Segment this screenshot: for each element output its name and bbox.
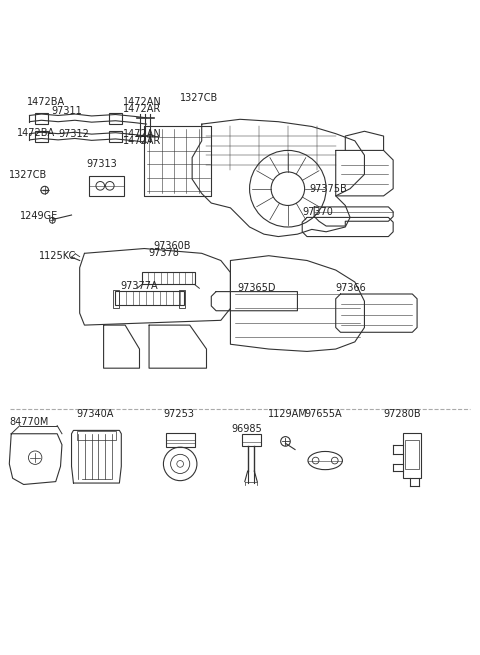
Text: 1327CB: 1327CB (180, 92, 218, 103)
Text: 97360B: 97360B (154, 241, 192, 251)
Bar (89, 176, 124, 196)
Text: 84770M: 84770M (9, 417, 48, 427)
Bar (403, 433, 421, 478)
Text: 97366: 97366 (336, 283, 366, 293)
Text: 1129AM: 1129AM (268, 409, 308, 419)
Text: 1472AR: 1472AR (123, 136, 161, 146)
Text: 97313: 97313 (87, 159, 118, 168)
Text: 97253: 97253 (163, 409, 194, 419)
Bar (109, 131, 122, 141)
Bar (179, 290, 185, 309)
Text: 1472AN: 1472AN (123, 98, 161, 107)
Bar (405, 440, 419, 469)
Text: 97312: 97312 (58, 130, 89, 140)
Text: 97280B: 97280B (384, 409, 421, 419)
Bar (109, 113, 122, 124)
Text: 97377A: 97377A (120, 281, 158, 291)
Text: 97340A: 97340A (76, 409, 114, 419)
Bar (113, 290, 119, 309)
Text: 1125KC: 1125KC (39, 252, 76, 261)
Text: 1472BA: 1472BA (27, 98, 65, 107)
Text: 96985: 96985 (231, 424, 262, 434)
Text: 97365D: 97365D (238, 283, 276, 293)
Bar (77, 432, 116, 440)
Text: 1327CB: 1327CB (9, 170, 48, 180)
Text: 97378: 97378 (148, 248, 179, 257)
Bar (35, 131, 48, 141)
Text: 97375B: 97375B (310, 185, 347, 195)
Bar (35, 113, 48, 124)
Text: 97370: 97370 (302, 208, 333, 217)
Bar (142, 272, 194, 284)
Bar (115, 291, 184, 305)
Text: 1472BA: 1472BA (17, 128, 56, 138)
Text: 1472AR: 1472AR (123, 104, 161, 114)
Text: 97655A: 97655A (305, 409, 342, 419)
Text: 1472AN: 1472AN (123, 130, 161, 140)
Text: 1249GE: 1249GE (20, 212, 58, 221)
Bar (242, 434, 261, 446)
Bar (166, 433, 194, 447)
Text: 97311: 97311 (51, 106, 82, 116)
